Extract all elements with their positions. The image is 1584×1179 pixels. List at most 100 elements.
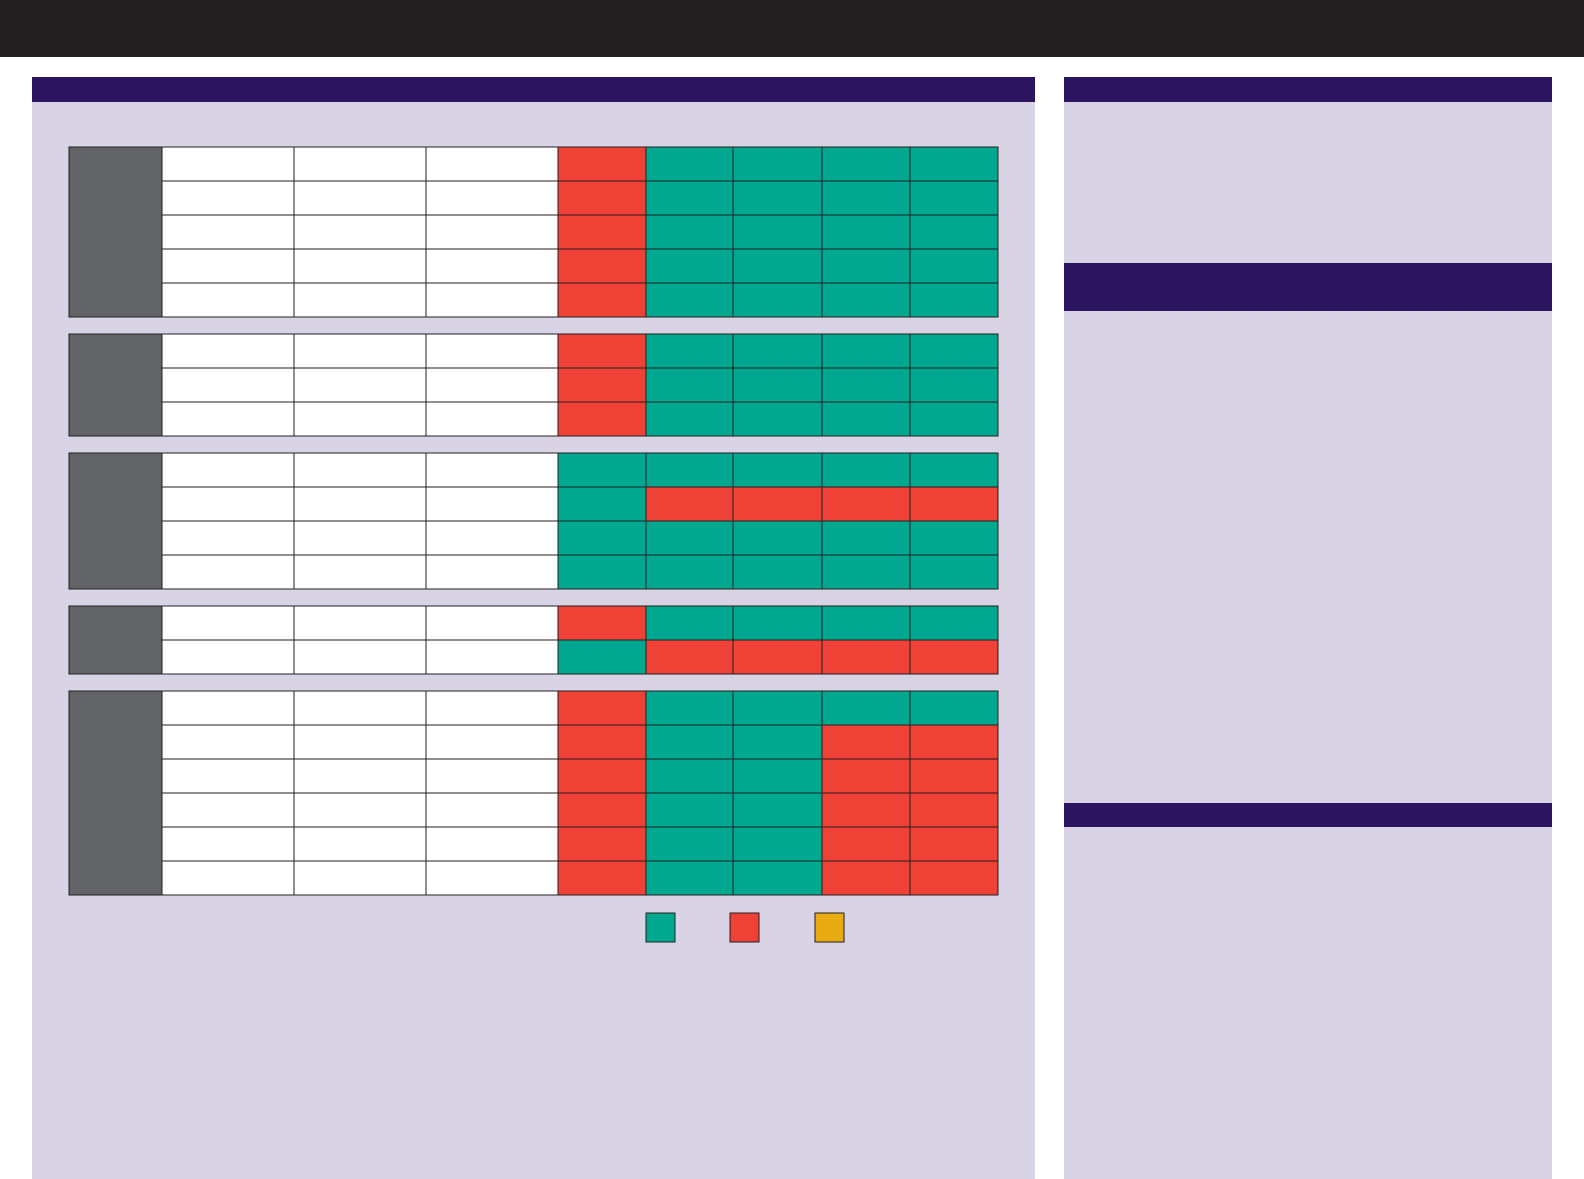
status-cell xyxy=(557,486,647,522)
status-cell xyxy=(645,639,734,675)
text-cell xyxy=(293,690,427,726)
status-cell xyxy=(557,180,647,216)
text-cell xyxy=(161,486,295,522)
status-cell xyxy=(732,792,823,828)
group-label-cell xyxy=(68,146,163,318)
text-cell xyxy=(425,367,559,403)
text-cell xyxy=(293,367,427,403)
status-cell xyxy=(557,520,647,556)
status-cell xyxy=(909,860,999,896)
status-cell xyxy=(557,724,647,760)
text-cell xyxy=(425,520,559,556)
status-cell xyxy=(557,792,647,828)
status-cell xyxy=(821,401,911,437)
side-panel-header xyxy=(1064,77,1552,102)
text-cell xyxy=(293,758,427,794)
status-cell xyxy=(557,367,647,403)
status-cell xyxy=(909,690,999,726)
text-cell xyxy=(293,180,427,216)
status-cell xyxy=(821,758,911,794)
status-cell xyxy=(909,180,999,216)
top-bar xyxy=(0,0,1584,57)
legend-swatch xyxy=(814,912,845,943)
status-cell xyxy=(732,639,823,675)
text-cell xyxy=(293,486,427,522)
text-cell xyxy=(161,452,295,488)
side-panel-header xyxy=(1064,803,1552,827)
text-cell xyxy=(293,146,427,182)
status-cell xyxy=(909,282,999,318)
status-cell xyxy=(557,146,647,182)
status-cell xyxy=(645,367,734,403)
status-cell xyxy=(821,214,911,250)
status-cell xyxy=(645,452,734,488)
text-cell xyxy=(425,452,559,488)
text-cell xyxy=(425,401,559,437)
text-cell xyxy=(425,282,559,318)
text-cell xyxy=(161,639,295,675)
text-cell xyxy=(293,214,427,250)
text-cell xyxy=(293,639,427,675)
status-cell xyxy=(645,758,734,794)
status-cell xyxy=(732,690,823,726)
text-cell xyxy=(293,401,427,437)
status-cell xyxy=(909,826,999,862)
status-cell xyxy=(732,605,823,641)
text-cell xyxy=(161,690,295,726)
status-cell xyxy=(821,248,911,284)
status-cell xyxy=(645,554,734,590)
text-cell xyxy=(425,860,559,896)
text-cell xyxy=(425,214,559,250)
status-cell xyxy=(821,520,911,556)
text-cell xyxy=(293,724,427,760)
group-label-cell xyxy=(68,605,163,675)
status-cell xyxy=(645,860,734,896)
status-cell xyxy=(732,282,823,318)
text-cell xyxy=(293,520,427,556)
status-cell xyxy=(645,214,734,250)
status-cell xyxy=(821,452,911,488)
text-cell xyxy=(425,758,559,794)
text-cell xyxy=(425,248,559,284)
status-cell xyxy=(821,724,911,760)
status-cell xyxy=(557,690,647,726)
status-cell xyxy=(732,826,823,862)
status-cell xyxy=(557,826,647,862)
status-cell xyxy=(645,520,734,556)
text-cell xyxy=(161,333,295,369)
text-cell xyxy=(293,333,427,369)
status-cell xyxy=(732,724,823,760)
status-cell xyxy=(557,554,647,590)
status-cell xyxy=(909,605,999,641)
status-cell xyxy=(557,282,647,318)
status-cell xyxy=(909,401,999,437)
status-cell xyxy=(732,146,823,182)
text-cell xyxy=(161,520,295,556)
text-cell xyxy=(161,367,295,403)
status-cell xyxy=(821,367,911,403)
status-cell xyxy=(909,333,999,369)
text-cell xyxy=(161,826,295,862)
text-cell xyxy=(425,792,559,828)
text-cell xyxy=(425,605,559,641)
text-cell xyxy=(425,180,559,216)
text-cell xyxy=(293,554,427,590)
status-cell xyxy=(557,401,647,437)
text-cell xyxy=(293,826,427,862)
status-cell xyxy=(645,248,734,284)
main-panel-header xyxy=(32,77,1035,102)
text-cell xyxy=(425,333,559,369)
text-cell xyxy=(161,248,295,284)
text-cell xyxy=(425,724,559,760)
status-cell xyxy=(909,520,999,556)
status-cell xyxy=(821,282,911,318)
status-cell xyxy=(557,639,647,675)
status-cell xyxy=(821,792,911,828)
status-cell xyxy=(732,860,823,896)
status-cell xyxy=(645,792,734,828)
group-label-cell xyxy=(68,333,163,437)
status-cell xyxy=(821,333,911,369)
status-cell xyxy=(909,248,999,284)
text-cell xyxy=(161,605,295,641)
